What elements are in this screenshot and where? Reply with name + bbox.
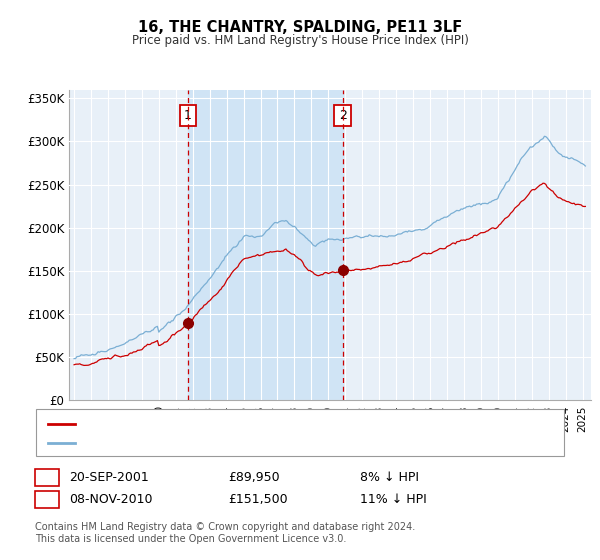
Text: 20-SEP-2001: 20-SEP-2001: [69, 470, 149, 484]
Bar: [188, 90, 343, 400]
Text: 16, THE CHANTRY, SPALDING, PE11 3LF (detached house): 16, THE CHANTRY, SPALDING, PE11 3LF (det…: [81, 419, 403, 429]
Text: 1: 1: [184, 109, 192, 122]
Text: £89,950: £89,950: [228, 470, 280, 484]
Text: 2: 2: [339, 109, 347, 122]
Text: Contains HM Land Registry data © Crown copyright and database right 2024.
This d: Contains HM Land Registry data © Crown c…: [35, 522, 415, 544]
Text: 11% ↓ HPI: 11% ↓ HPI: [360, 493, 427, 506]
Text: 08-NOV-2010: 08-NOV-2010: [69, 493, 152, 506]
Text: HPI: Average price, detached house, South Holland: HPI: Average price, detached house, Sout…: [81, 438, 366, 448]
Text: 16, THE CHANTRY, SPALDING, PE11 3LF: 16, THE CHANTRY, SPALDING, PE11 3LF: [138, 20, 462, 35]
Text: Price paid vs. HM Land Registry's House Price Index (HPI): Price paid vs. HM Land Registry's House …: [131, 34, 469, 46]
Text: 8% ↓ HPI: 8% ↓ HPI: [360, 470, 419, 484]
Text: 1: 1: [43, 470, 51, 484]
Text: 2: 2: [43, 493, 51, 506]
Text: £151,500: £151,500: [228, 493, 287, 506]
